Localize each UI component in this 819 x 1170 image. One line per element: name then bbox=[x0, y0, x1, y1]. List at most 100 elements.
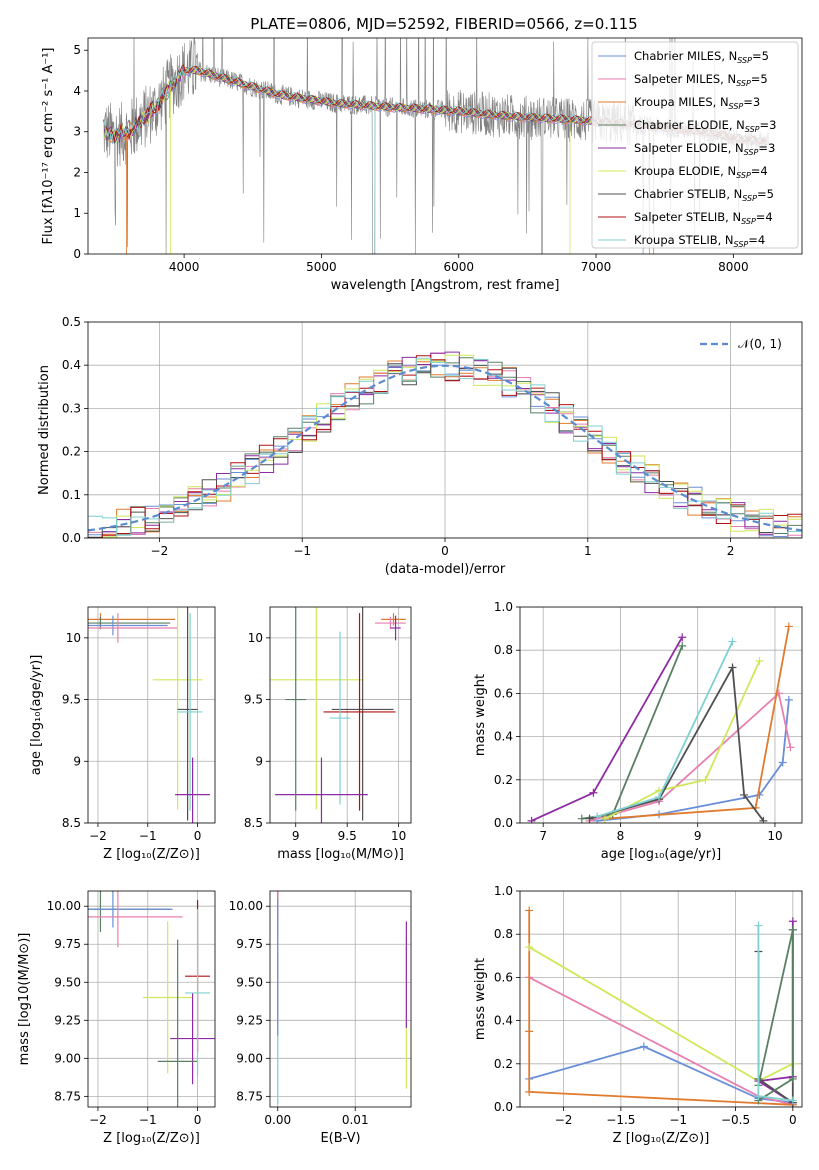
marker bbox=[728, 637, 737, 646]
y-tick-label: 8.75 bbox=[236, 1089, 263, 1103]
figure-title: PLATE=0806, MJD=52592, FIBERID=0566, z=0… bbox=[250, 15, 637, 33]
y-tick-label: 9.00 bbox=[54, 1051, 81, 1065]
mass-weight-line bbox=[604, 660, 761, 820]
marker bbox=[759, 816, 768, 823]
axes-age-Z: −2 −1 0 8.5 9 9.5 10 Z [log₁₀(Z/Z⊙)] age [log₁₀(… bbox=[29, 606, 216, 862]
errorbar-point bbox=[152, 607, 203, 810]
legend-entry: Salpeter MILES, NSSP=5 bbox=[634, 72, 768, 88]
errorbar-point bbox=[275, 757, 368, 823]
marker bbox=[527, 816, 536, 823]
marker bbox=[655, 793, 664, 802]
histogram-step bbox=[88, 354, 802, 538]
histogram-step bbox=[88, 357, 802, 538]
errorbar-point bbox=[270, 607, 363, 810]
errorbar-point bbox=[88, 616, 171, 630]
x-tick-label: 9.5 bbox=[338, 829, 357, 843]
y-tick-label: 3 bbox=[73, 125, 81, 139]
axes-frame bbox=[87, 606, 216, 824]
mass-weight-line bbox=[589, 691, 792, 822]
marker bbox=[701, 775, 710, 784]
plot-area-age-mass bbox=[270, 607, 411, 823]
x-tick-label: 0 bbox=[441, 544, 449, 558]
y-axis-label: Normed distribution bbox=[37, 365, 52, 495]
y-tick-label: 0.3 bbox=[62, 401, 81, 415]
normal-curve bbox=[88, 364, 802, 532]
x-tick-label: 9 bbox=[292, 829, 300, 843]
mass-weight-line bbox=[597, 699, 790, 822]
y-tick-label: 0.4 bbox=[494, 730, 513, 744]
x-tick-label: 7 bbox=[539, 829, 547, 843]
marker bbox=[577, 814, 586, 823]
axes-mass-Z: −2 −1 0 8.75 9.00 9.25 9.50 9.75 10.00 Z [log₁₀(Z… bbox=[17, 890, 216, 1146]
y-tick-label: 0.8 bbox=[494, 927, 513, 941]
y-tick-label: 0.1 bbox=[62, 488, 81, 502]
mass-weight-line bbox=[755, 921, 794, 1104]
errorbar-point bbox=[177, 613, 203, 811]
x-tick-label: −1 bbox=[139, 829, 157, 843]
axes-age-mass: 9 9.5 10 8.5 9 9.5 10 mass [log₁₀(M/M⊙)] bbox=[244, 606, 412, 862]
x-axis-label: wavelength [Angstrom, rest frame] bbox=[331, 278, 560, 293]
marker bbox=[600, 814, 609, 823]
axes-spectrum: 4000 5000 6000 7000 8000 0 1 2 3 4 5 Chabrier MILES… bbox=[41, 37, 803, 293]
marker bbox=[788, 917, 797, 926]
x-tick-label: −2 bbox=[89, 829, 107, 843]
y-tick-label: 9.5 bbox=[244, 693, 263, 707]
axes-frame bbox=[87, 37, 803, 255]
y-tick-label: 9.75 bbox=[236, 937, 263, 951]
marker bbox=[784, 695, 793, 704]
marker bbox=[728, 663, 737, 672]
x-axis-label: Z [log₁₀(Z/Z⊙)] bbox=[103, 847, 200, 862]
errorbar-point bbox=[331, 607, 394, 821]
axes-frame bbox=[519, 890, 803, 1108]
x-axis-label: (data-model)/error bbox=[385, 562, 506, 577]
marker bbox=[788, 1074, 797, 1083]
marker bbox=[525, 906, 534, 915]
y-tick-label: 1 bbox=[73, 206, 81, 220]
errorbar-point bbox=[381, 613, 406, 626]
mass-weight-line bbox=[528, 946, 794, 1083]
x-tick-label: 6000 bbox=[443, 260, 474, 274]
legend-entry: Kroupa STELIB, NSSP=4 bbox=[634, 233, 765, 249]
y-tick-label: 0.4 bbox=[62, 358, 81, 372]
errorbar-point bbox=[88, 891, 173, 928]
errorbar-point bbox=[390, 615, 401, 641]
plot-area-age-Z bbox=[88, 607, 215, 823]
marker bbox=[678, 633, 687, 642]
y-tick-label: 9.00 bbox=[236, 1051, 263, 1065]
y-tick-label: 9 bbox=[255, 754, 263, 768]
legend-box bbox=[591, 41, 799, 249]
y-tick-label: 4 bbox=[73, 84, 81, 98]
x-tick-label: −2 bbox=[555, 1113, 573, 1127]
y-tick-label: 0.0 bbox=[494, 1100, 513, 1114]
errorbar-point bbox=[88, 891, 183, 948]
y-tick-label: 0.0 bbox=[494, 816, 513, 830]
plot-area-residuals bbox=[88, 322, 802, 538]
y-tick-label: 9.5 bbox=[62, 693, 81, 707]
y-tick-label: 0.2 bbox=[494, 1057, 513, 1071]
y-tick-label: 5 bbox=[73, 43, 81, 57]
histogram-step bbox=[88, 351, 802, 538]
x-tick-label: 9 bbox=[694, 829, 702, 843]
axes-mw-Z: −2 −1.5 −1 −0.5 0 0.0 0.2 0.4 0.6 0.8 1.0 Z [log₁₀(… bbox=[473, 884, 803, 1146]
y-axis-label: mass weight bbox=[473, 674, 488, 756]
x-tick-label: 0 bbox=[194, 829, 202, 843]
x-tick-label: 1 bbox=[584, 544, 592, 558]
x-tick-label: 10 bbox=[391, 829, 406, 843]
y-tick-label: 8.5 bbox=[62, 816, 81, 830]
y-axis-label: mass weight bbox=[473, 958, 488, 1040]
axes-frame bbox=[87, 890, 216, 1108]
marker bbox=[678, 641, 687, 650]
y-tick-label: 9.50 bbox=[236, 975, 263, 989]
legend-entry: Chabrier ELODIE, NSSP=3 bbox=[634, 118, 776, 134]
legend-entry: 𝒩(0, 1) bbox=[738, 337, 782, 351]
mass-weight-line bbox=[528, 976, 794, 1106]
x-tick-label: −1 bbox=[669, 1113, 687, 1127]
mass-weight-line bbox=[528, 910, 793, 1106]
x-tick-label: −2 bbox=[89, 1113, 107, 1127]
marker bbox=[754, 921, 763, 930]
y-tick-label: 0.6 bbox=[494, 686, 513, 700]
y-tick-label: 2 bbox=[73, 165, 81, 179]
marker bbox=[525, 1027, 534, 1036]
y-axis-label: mass [log10(M/M⊙)] bbox=[17, 933, 32, 1066]
